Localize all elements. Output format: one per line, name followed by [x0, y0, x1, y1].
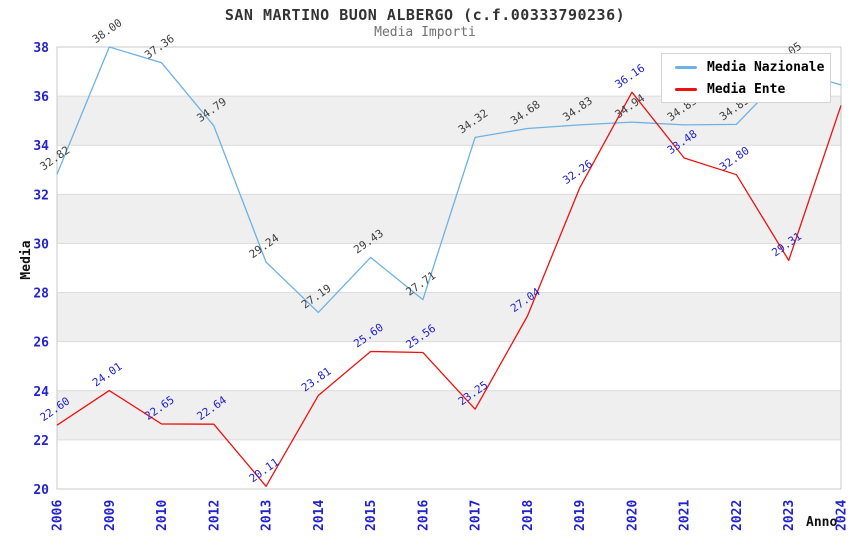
value-label: 32.80 [717, 144, 752, 174]
x-tick-label: 2019 [573, 500, 588, 531]
y-tick-label: 22 [33, 434, 49, 449]
legend-line-sample-ente [675, 87, 697, 91]
value-label: 36.16 [613, 61, 648, 91]
x-tick-label: 2015 [364, 500, 379, 531]
legend-item-media-ente: Media Ente [662, 80, 830, 98]
series-line-media-ente [56, 91, 842, 487]
chart-title: SAN MARTINO BUON ALBERGO (c.f.0033379023… [224, 6, 626, 24]
x-tick-label: 2010 [155, 500, 170, 531]
x-tick-label: 2017 [469, 500, 484, 531]
y-tick-label: 20 [33, 483, 49, 498]
x-tick-label: 2009 [103, 500, 118, 531]
legend-label: Media Ente [707, 81, 786, 97]
legend-line-sample-nazionale [675, 65, 697, 69]
value-label: 20.11 [247, 456, 282, 486]
y-tick-label: 28 [33, 287, 49, 302]
plot-band [57, 96, 841, 146]
plot-frame [56, 46, 842, 490]
y-tick-label: 36 [33, 90, 49, 105]
series-line-media-nazionale [56, 46, 842, 314]
x-tick-label: 2018 [521, 500, 536, 531]
plot-band [57, 292, 841, 342]
y-tick-label: 24 [33, 385, 49, 400]
x-tick-label: 2020 [625, 500, 640, 531]
y-tick-label: 32 [33, 188, 49, 203]
value-label: 32.26 [560, 157, 595, 187]
y-tick-label: 26 [33, 336, 49, 351]
x-tick-label: 2023 [782, 500, 797, 531]
x-tick-label: 2013 [260, 500, 275, 531]
x-axis-title: Anno [806, 515, 838, 530]
y-tick-label: 38 [33, 41, 49, 56]
x-tick-label: 2006 [51, 500, 66, 531]
x-tick-label: 2022 [730, 500, 745, 531]
plot-band [57, 390, 841, 440]
legend-label: Media Nazionale [707, 59, 825, 75]
x-tick-label: 2021 [678, 500, 693, 531]
legend: Media Nazionale Media Ente [661, 53, 831, 103]
x-tick-label: 2014 [312, 500, 327, 531]
value-label: 24.01 [90, 360, 125, 390]
x-tick-label: 2024 [835, 500, 850, 531]
x-tick-label: 2012 [207, 500, 222, 531]
x-tick-label: 2016 [416, 500, 431, 531]
value-label: 23.81 [299, 365, 334, 395]
chart-subtitle: Media Importi [374, 25, 476, 40]
y-tick-label: 34 [33, 139, 49, 154]
y-tick-label: 30 [33, 237, 49, 252]
y-axis-title: Media [19, 240, 34, 280]
legend-item-media-nazionale: Media Nazionale [662, 58, 830, 76]
